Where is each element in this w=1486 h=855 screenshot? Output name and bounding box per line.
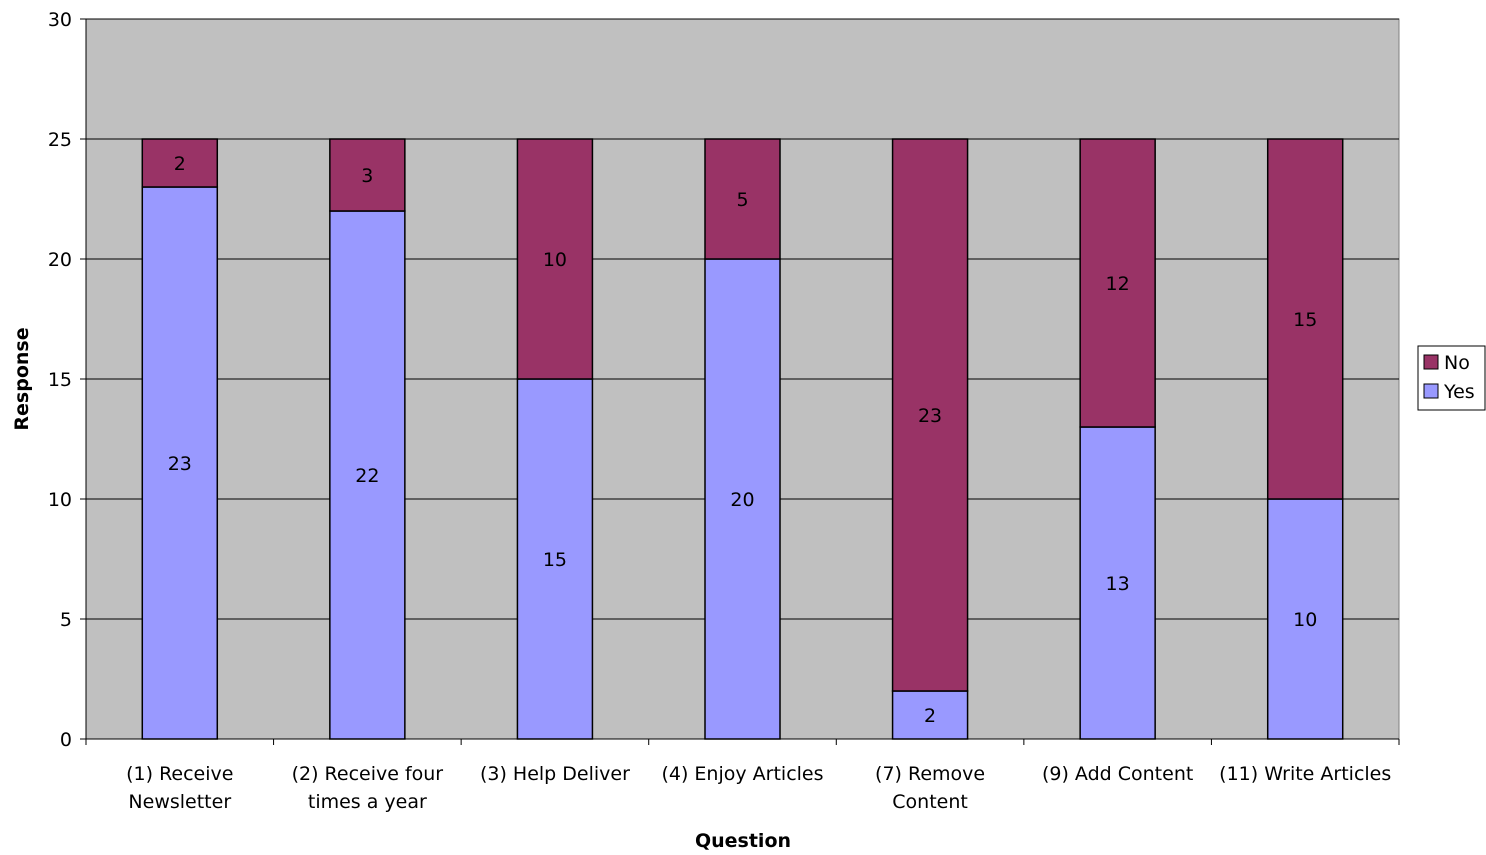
y-tick-label: 30 bbox=[48, 9, 72, 31]
bar-yes-segment bbox=[141, 186, 219, 740]
data-label-yes: 22 bbox=[355, 465, 379, 487]
bar-no-segment bbox=[1266, 138, 1344, 500]
x-tick-label: Newsletter bbox=[128, 791, 231, 813]
data-label-no: 23 bbox=[918, 405, 942, 427]
bar-yes-segment bbox=[1079, 426, 1156, 740]
data-label-no: 3 bbox=[361, 165, 373, 187]
data-label-yes: 15 bbox=[543, 549, 567, 571]
data-label-yes: 23 bbox=[168, 453, 192, 475]
x-tick-label: (9) Add Content bbox=[1042, 763, 1193, 785]
legend-label-no: No bbox=[1444, 352, 1470, 374]
legend-swatch-yes bbox=[1423, 383, 1439, 399]
x-tick-label: (4) Enjoy Articles bbox=[661, 763, 823, 785]
data-label-yes: 13 bbox=[1106, 573, 1130, 595]
x-tick-label: times a year bbox=[308, 791, 427, 813]
x-tick-label: (2) Receive four bbox=[292, 763, 444, 785]
bar-yes-segment bbox=[516, 378, 594, 740]
data-label-no: 2 bbox=[174, 153, 186, 175]
bar-no-segment bbox=[329, 138, 406, 212]
bar-no-segment bbox=[704, 138, 781, 260]
y-tick-label: 5 bbox=[60, 609, 72, 631]
bar-yes-segment bbox=[704, 258, 781, 740]
legend-swatch-no bbox=[1423, 354, 1439, 370]
y-tick-label: 20 bbox=[48, 249, 72, 271]
bar-yes-segment bbox=[891, 690, 969, 740]
x-tick-label: (1) Receive bbox=[126, 763, 233, 785]
y-tick-label: 15 bbox=[48, 369, 72, 391]
x-tick-labels: (1) Receive Newsletter (2) Receive four tim… bbox=[126, 763, 1391, 813]
bar-no-segment bbox=[891, 138, 969, 692]
y-tick-label: 0 bbox=[60, 729, 72, 751]
x-tick-label: Content bbox=[892, 791, 968, 813]
legend-label-yes: Yes bbox=[1443, 381, 1475, 403]
data-label-no: 10 bbox=[543, 249, 567, 271]
y-axis-title: Response bbox=[11, 327, 33, 430]
y-tick-labels: 0 5 10 15 20 25 30 bbox=[48, 9, 72, 751]
bar-no-segment bbox=[516, 138, 594, 380]
data-label-yes: 10 bbox=[1293, 609, 1317, 631]
axes bbox=[80, 18, 1400, 745]
data-label-yes: 20 bbox=[730, 489, 754, 511]
data-label-no: 5 bbox=[736, 189, 748, 211]
legend: No Yes bbox=[1417, 345, 1486, 411]
x-tick-label: (11) Write Articles bbox=[1219, 763, 1391, 785]
data-label-yes: 2 bbox=[924, 705, 936, 727]
y-tick-label: 10 bbox=[48, 489, 72, 511]
bars bbox=[141, 138, 1344, 740]
x-tick-label: (3) Help Deliver bbox=[480, 763, 630, 785]
bar-yes-segment bbox=[1266, 498, 1344, 740]
bar-no-segment bbox=[141, 138, 219, 188]
x-axis-title: Question bbox=[695, 830, 791, 852]
data-label-no: 12 bbox=[1106, 273, 1130, 295]
y-tick-label: 25 bbox=[48, 129, 72, 151]
data-label-no: 15 bbox=[1293, 309, 1317, 331]
x-tick-label: (7) Remove bbox=[875, 763, 985, 785]
bar-no-segment bbox=[1079, 138, 1156, 428]
